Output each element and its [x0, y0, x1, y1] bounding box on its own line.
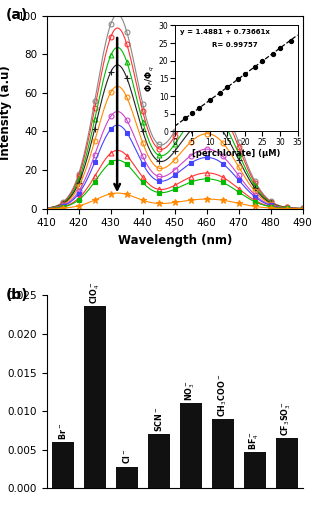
Y-axis label: $\Phi_F - \Phi_q$: $\Phi_F - \Phi_q$ — [0, 368, 2, 416]
Text: SCN$^-$: SCN$^-$ — [153, 406, 164, 432]
Bar — [244, 452, 266, 488]
Y-axis label: Intensity (a.u): Intensity (a.u) — [0, 65, 12, 160]
Bar — [116, 467, 138, 488]
Bar — [180, 403, 202, 488]
Bar — [84, 306, 106, 488]
Text: CF$_3$SO$_3^-$: CF$_3$SO$_3^-$ — [280, 401, 293, 436]
Text: (a): (a) — [6, 8, 28, 22]
Text: BF$_4^-$: BF$_4^-$ — [248, 431, 261, 450]
Text: Cl$^-$: Cl$^-$ — [121, 448, 132, 464]
Bar — [52, 442, 74, 488]
Text: CH$_3$COO$^-$: CH$_3$COO$^-$ — [217, 373, 229, 416]
Bar — [276, 438, 298, 488]
Bar — [212, 419, 234, 488]
X-axis label: Wavelength (nm): Wavelength (nm) — [118, 234, 232, 247]
Text: NO$_3^-$: NO$_3^-$ — [184, 380, 197, 401]
Text: Br$^-$: Br$^-$ — [57, 422, 68, 439]
Text: ClO$_4^-$: ClO$_4^-$ — [88, 281, 101, 304]
Text: (b): (b) — [6, 288, 28, 302]
Bar — [148, 434, 170, 488]
